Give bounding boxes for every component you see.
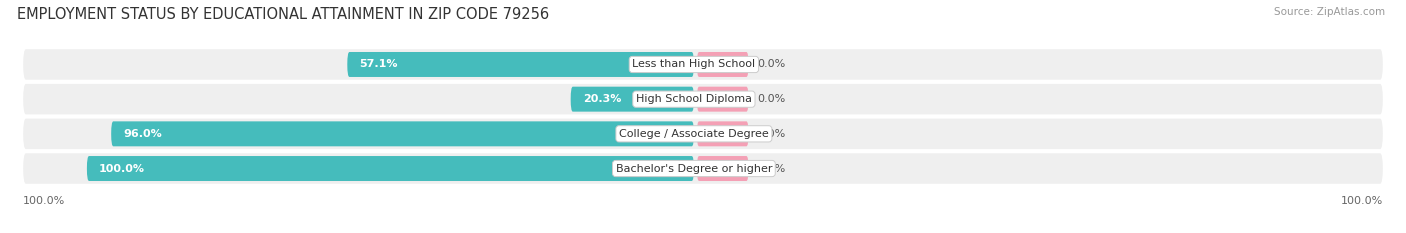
Text: 96.0%: 96.0% [124, 129, 162, 139]
FancyBboxPatch shape [22, 84, 1384, 114]
FancyBboxPatch shape [111, 121, 695, 146]
Text: 100.0%: 100.0% [22, 196, 66, 206]
Text: 20.3%: 20.3% [583, 94, 621, 104]
FancyBboxPatch shape [22, 49, 1384, 80]
Text: Bachelor's Degree or higher: Bachelor's Degree or higher [616, 164, 772, 174]
Text: High School Diploma: High School Diploma [636, 94, 752, 104]
Text: 0.0%: 0.0% [758, 164, 786, 174]
Text: 100.0%: 100.0% [98, 164, 145, 174]
FancyBboxPatch shape [697, 87, 748, 112]
FancyBboxPatch shape [22, 119, 1384, 149]
FancyBboxPatch shape [571, 87, 695, 112]
FancyBboxPatch shape [22, 153, 1384, 184]
Text: 0.0%: 0.0% [758, 94, 786, 104]
FancyBboxPatch shape [347, 52, 695, 77]
Text: 57.1%: 57.1% [360, 59, 398, 69]
Text: 0.0%: 0.0% [758, 59, 786, 69]
Text: 100.0%: 100.0% [1340, 196, 1384, 206]
Text: College / Associate Degree: College / Associate Degree [619, 129, 769, 139]
FancyBboxPatch shape [87, 156, 695, 181]
FancyBboxPatch shape [697, 121, 748, 146]
FancyBboxPatch shape [697, 52, 748, 77]
FancyBboxPatch shape [697, 156, 748, 181]
Text: 0.0%: 0.0% [758, 129, 786, 139]
Text: EMPLOYMENT STATUS BY EDUCATIONAL ATTAINMENT IN ZIP CODE 79256: EMPLOYMENT STATUS BY EDUCATIONAL ATTAINM… [17, 7, 548, 22]
Text: Source: ZipAtlas.com: Source: ZipAtlas.com [1274, 7, 1385, 17]
Text: Less than High School: Less than High School [633, 59, 755, 69]
